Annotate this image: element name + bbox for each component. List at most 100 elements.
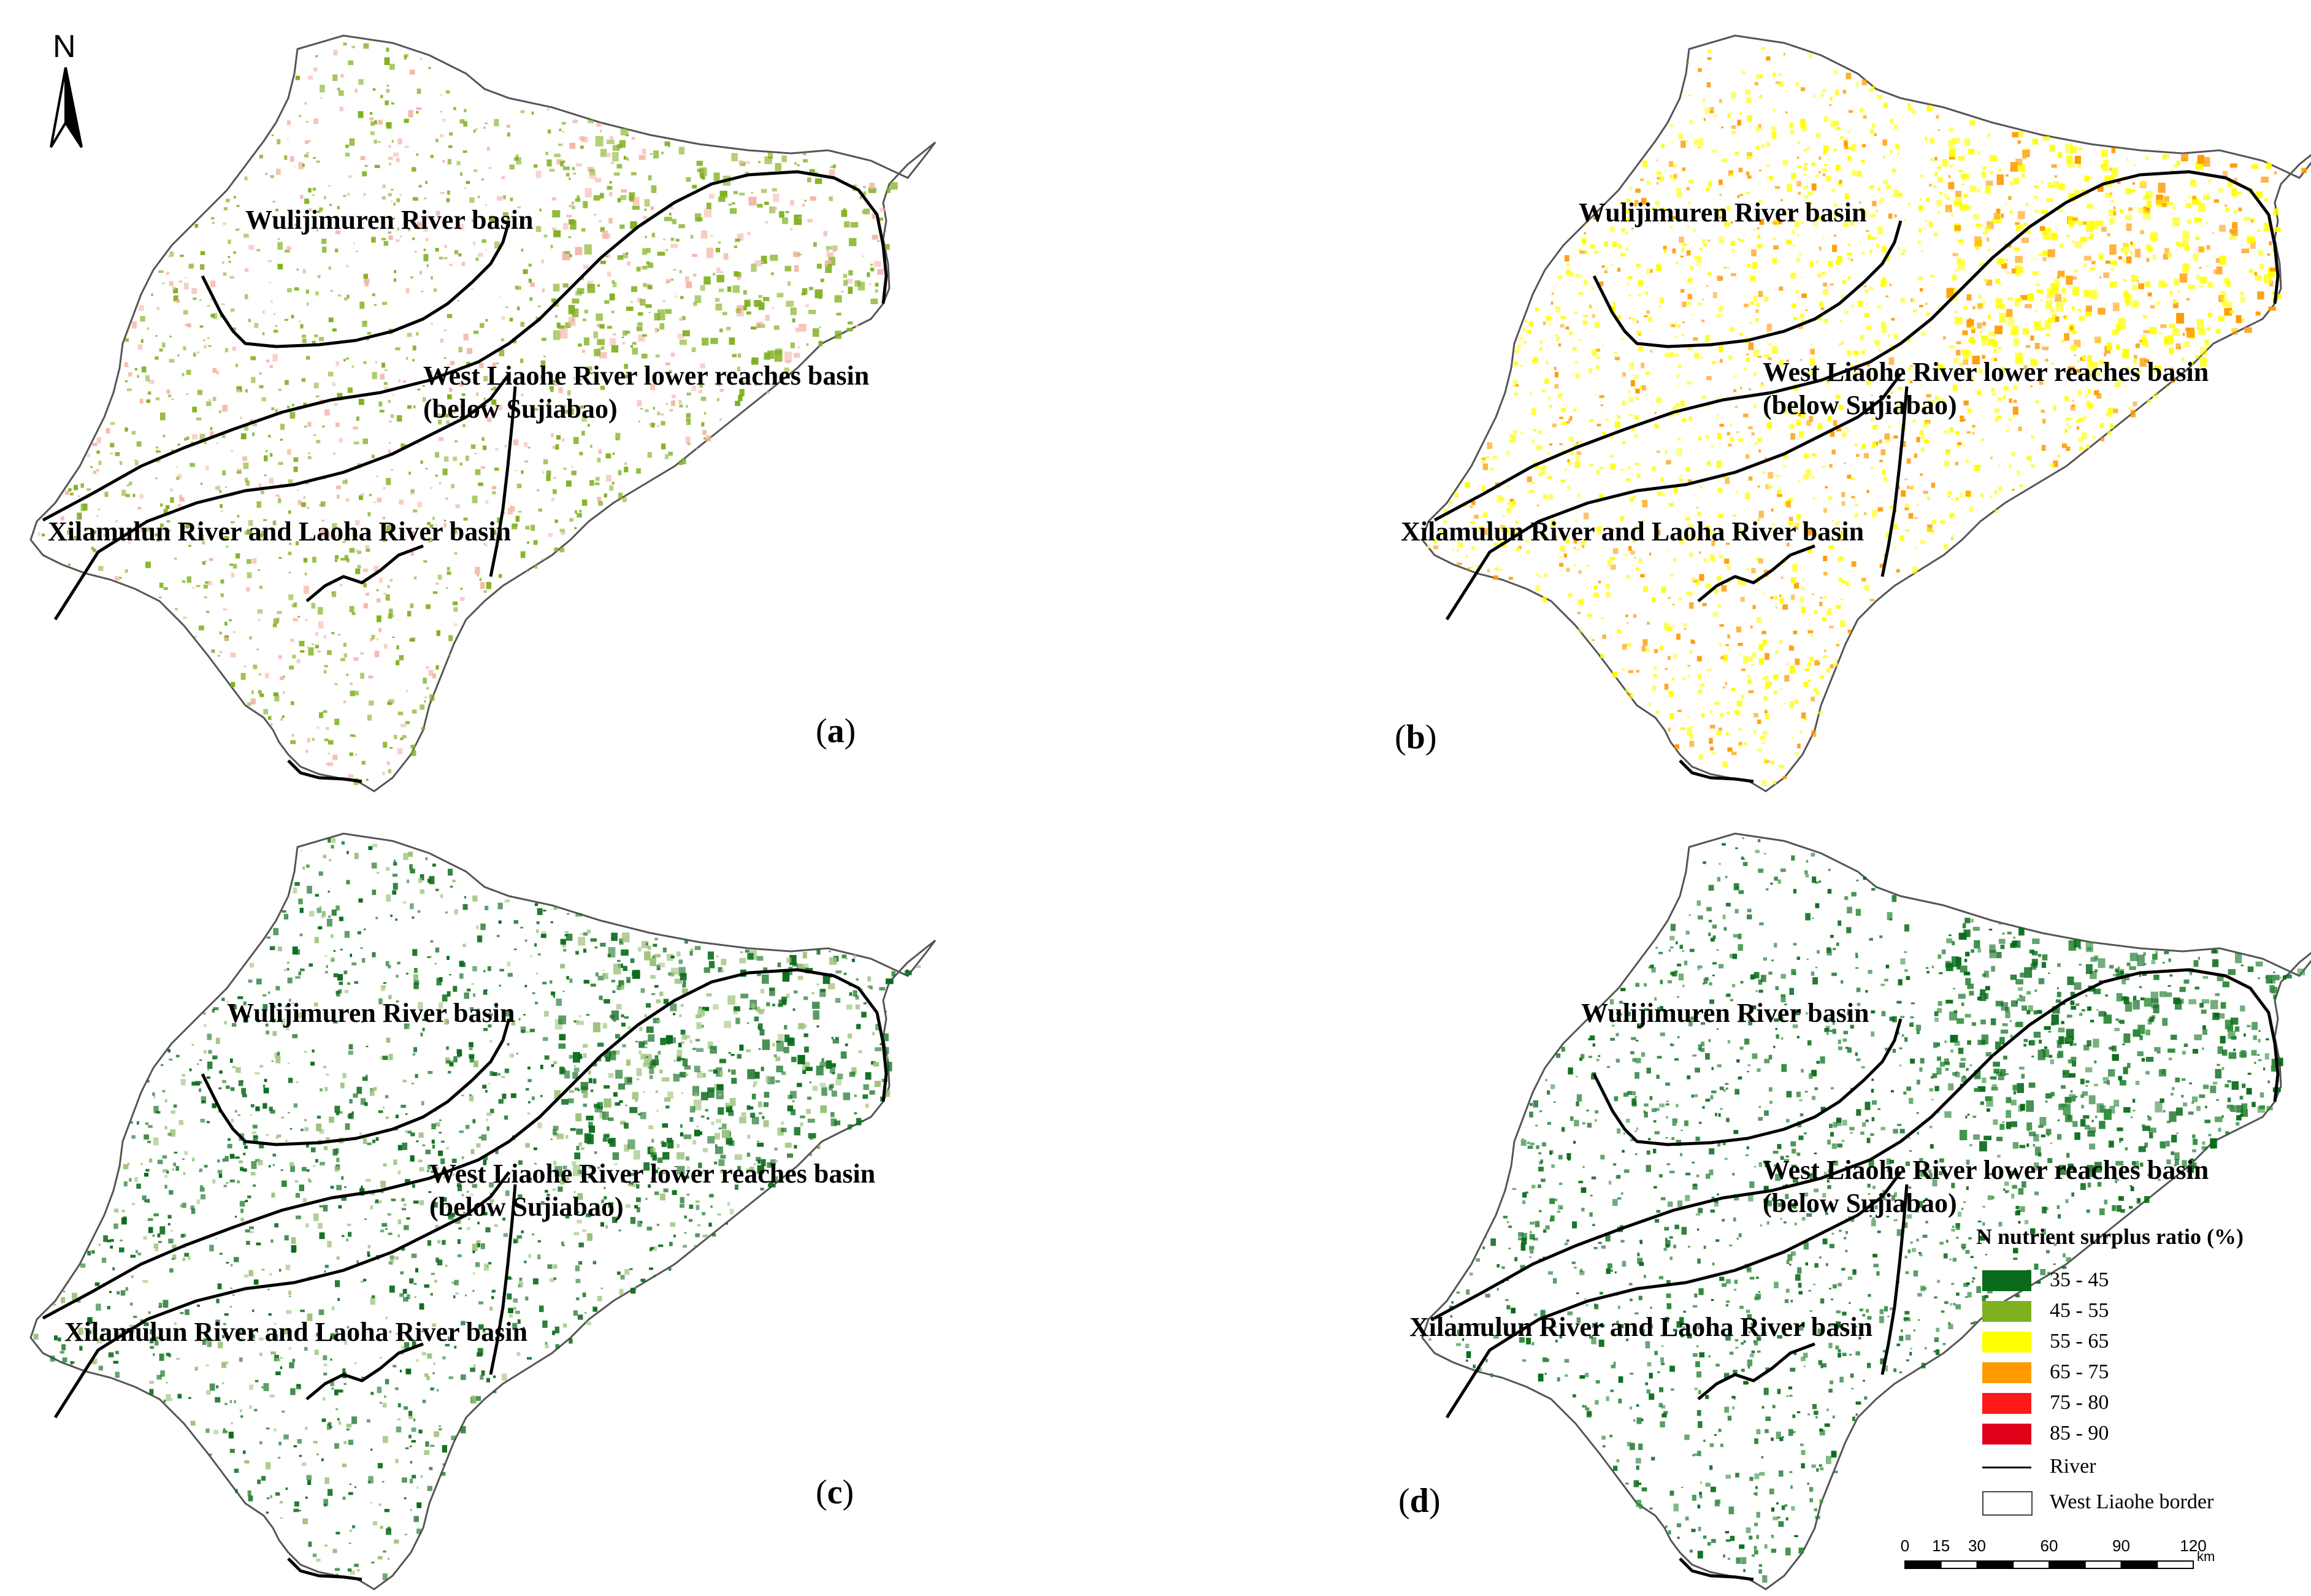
river-line <box>1445 373 1902 621</box>
legend-swatch <box>1982 1362 2031 1383</box>
map-panel-a: Wulijimuren River basin West Liaohe Rive… <box>0 0 1156 798</box>
river-line <box>1433 170 2280 522</box>
legend-class-row: 45 - 55 <box>1976 1297 2283 1324</box>
legend-river-label: River <box>2050 1455 2096 1478</box>
panel-letter-a: (a) <box>816 712 856 750</box>
legend-class-row: 35 - 45 <box>1976 1267 2283 1294</box>
label-west-liaohe-line1: West Liaohe River lower reaches basin <box>429 1159 876 1189</box>
scale-tick-label: 60 <box>2040 1537 2058 1555</box>
legend-river-row: River <box>1976 1453 2283 1480</box>
map-panel-b: Wulijimuren River basin West Liaohe Rive… <box>1156 0 2311 798</box>
label-west-liaohe: West Liaohe River lower reaches basin (b… <box>429 1157 875 1224</box>
scale-bar: 0 15 30 60 90 120 km <box>1893 1537 2236 1592</box>
scale-segment <box>2084 1560 2122 1569</box>
river-line <box>201 1018 511 1146</box>
label-west-liaohe-line2: (below Sujiabao) <box>1763 390 1957 420</box>
border-box-icon <box>1982 1491 2033 1516</box>
scale-unit-label: km <box>2197 1549 2215 1564</box>
legend-class-row: 55 - 65 <box>1976 1328 2283 1355</box>
river-line <box>1592 220 1903 348</box>
legend-swatch <box>1982 1301 2031 1322</box>
river-line <box>489 386 517 577</box>
label-west-liaohe-line2: (below Sujiabao) <box>1763 1188 1957 1218</box>
map-panel-d: Wulijimuren River basin West Liaohe Rive… <box>1156 798 2311 1596</box>
surplus-raster <box>1428 837 2305 1583</box>
basin-map-a <box>29 34 937 792</box>
legend-border-label: West Liaohe border <box>2050 1490 2214 1513</box>
river-line <box>201 220 511 348</box>
legend-border-row: West Liaohe border <box>1976 1489 2283 1516</box>
label-xilamulun: Xilamulun River and Laoha River basin <box>1409 1312 1873 1342</box>
river-line <box>305 544 424 602</box>
scale-segment <box>1976 1560 2014 1569</box>
basin-map-c <box>29 832 937 1590</box>
legend-title: N nutrient surplus ratio (%) <box>1976 1224 2244 1249</box>
scale-segment <box>2048 1560 2086 1569</box>
label-west-liaohe: West Liaohe River lower reaches basin (b… <box>1763 356 2209 422</box>
scale-segment <box>2012 1560 2050 1569</box>
label-west-liaohe-line1: West Liaohe River lower reaches basin <box>1763 1155 2209 1185</box>
scale-bar-graphic <box>1904 1560 2194 1569</box>
surplus-raster <box>37 42 898 785</box>
scale-segment <box>2156 1560 2194 1569</box>
river-line-icon <box>1982 1467 2031 1468</box>
river-line <box>489 1184 517 1375</box>
scale-tick-label: 120 <box>2180 1537 2207 1555</box>
label-wulijimuren: Wulijimuren River basin <box>1579 198 1867 228</box>
river-line <box>42 968 888 1320</box>
river-line <box>1679 759 1754 783</box>
river-line <box>42 170 888 522</box>
legend-class-label: 85 - 90 <box>2050 1422 2109 1444</box>
basin-border <box>29 832 937 1590</box>
river-line <box>53 373 510 621</box>
legend-class-row: 75 - 80 <box>1976 1389 2283 1416</box>
legend-class-label: 55 - 65 <box>2050 1330 2109 1352</box>
map-panel-c: Wulijimuren River basin West Liaohe Rive… <box>0 798 1156 1596</box>
legend-class-label: 45 - 55 <box>2050 1299 2109 1322</box>
label-xilamulun: Xilamulun River and Laoha River basin <box>48 516 512 547</box>
legend-class-label: 35 - 45 <box>2050 1268 2109 1291</box>
label-xilamulun: Xilamulun River and Laoha River basin <box>64 1317 528 1347</box>
scale-tick-label: 90 <box>2112 1537 2130 1555</box>
label-wulijimuren: Wulijimuren River basin <box>1581 998 1869 1028</box>
river-line <box>1697 1342 1815 1400</box>
panel-letter-c: (c) <box>816 1473 854 1511</box>
panel-letter-b: (b) <box>1395 718 1437 756</box>
basin-map-d <box>1421 832 2311 1590</box>
scale-tick-label: 0 <box>1900 1537 1910 1555</box>
scale-segment <box>1904 1560 1942 1569</box>
label-west-liaohe: West Liaohe River lower reaches basin (b… <box>1763 1154 2209 1220</box>
label-xilamulun: Xilamulun River and Laoha River basin <box>1401 516 1865 547</box>
river-line <box>1592 1018 1903 1146</box>
river-line <box>1679 1557 1754 1581</box>
north-arrow-icon <box>50 67 83 148</box>
panel-letter-d: (d) <box>1398 1482 1441 1520</box>
river-line <box>1433 968 2280 1320</box>
label-west-liaohe-line1: West Liaohe River lower reaches basin <box>1763 357 2209 387</box>
map-legend: N nutrient surplus ratio (%) 35 - 45 45 -… <box>1976 1224 2295 1543</box>
legend-class-label: 75 - 80 <box>2050 1391 2109 1414</box>
river-line <box>1697 544 1815 602</box>
legend-swatch <box>1982 1332 2031 1352</box>
legend-swatch <box>1982 1393 2031 1414</box>
legend-class-label: 65 - 75 <box>2050 1360 2109 1383</box>
river-line <box>1880 386 1909 577</box>
scale-segment <box>1940 1560 1978 1569</box>
legend-class-row: 65 - 75 <box>1976 1359 2283 1386</box>
scale-tick-label: 15 <box>1932 1537 1950 1555</box>
scale-segment <box>2120 1560 2158 1569</box>
river-line <box>53 1171 510 1419</box>
north-arrow-letter: N <box>53 29 76 64</box>
river-line <box>1880 1184 1909 1375</box>
legend-swatch <box>1982 1270 2031 1291</box>
surplus-raster <box>33 838 921 1581</box>
legend-class-row: 85 - 90 <box>1976 1420 2283 1447</box>
river-line <box>305 1342 424 1400</box>
river-line <box>1445 1171 1902 1419</box>
label-west-liaohe: West Liaohe River lower reaches basin (b… <box>423 359 869 426</box>
label-west-liaohe-line2: (below Sujiabao) <box>423 394 618 424</box>
legend-swatch <box>1982 1424 2031 1444</box>
scale-tick-label: 30 <box>1968 1537 1986 1555</box>
label-west-liaohe-line1: West Liaohe River lower reaches basin <box>423 361 870 391</box>
surplus-raster <box>1427 47 2307 786</box>
